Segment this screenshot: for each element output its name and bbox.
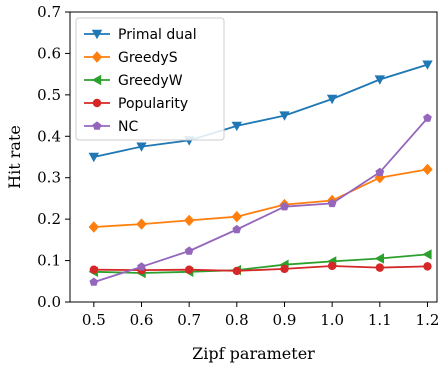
legend-marker-popularity xyxy=(92,98,102,108)
plot-frame xyxy=(69,11,438,303)
y-axis-title: Hit rate xyxy=(5,125,24,189)
x-tick-label: 0.6 xyxy=(130,311,154,329)
data-point-nc xyxy=(232,224,242,234)
data-point-popularity xyxy=(375,263,385,272)
x-tick-label: 1.2 xyxy=(416,311,440,329)
y-tick-label: 0.0 xyxy=(37,293,61,311)
y-tick-label: 0.4 xyxy=(37,127,61,145)
data-point-greedyw xyxy=(374,253,384,264)
legend-label-primal-dual: Primal dual xyxy=(118,27,197,43)
data-point-greedys xyxy=(184,214,195,227)
y-tick-label: 0.7 xyxy=(37,3,61,21)
series-line-primal-dual xyxy=(93,63,428,158)
legend-marker-primal-dual xyxy=(91,29,103,40)
data-point-nc xyxy=(327,198,337,208)
data-point-popularity xyxy=(89,265,99,274)
data-point-primal-dual xyxy=(136,142,147,152)
data-point-nc xyxy=(423,113,432,122)
legend-label-nc: NC xyxy=(118,119,138,135)
data-point-greedys xyxy=(231,210,242,223)
data-point-primal-dual xyxy=(279,111,290,121)
data-point-primal-dual xyxy=(326,94,338,105)
legend-marker-greedys xyxy=(91,51,103,63)
x-tick-label: 1.1 xyxy=(368,311,392,329)
x-tick-label: 0.9 xyxy=(273,311,297,329)
data-point-greedys xyxy=(136,218,147,230)
data-point-popularity xyxy=(184,265,194,274)
legend-marker-nc xyxy=(92,121,102,130)
data-point-nc xyxy=(280,202,289,211)
y-tick-label: 0.5 xyxy=(37,86,61,104)
legend-marker-greedyw xyxy=(91,74,102,86)
series-line-greedyw xyxy=(93,253,428,274)
y-tick-label: 0.6 xyxy=(37,44,61,62)
legend-label-greedyw: GreedyW xyxy=(118,73,183,89)
data-point-nc xyxy=(184,246,194,255)
y-tick-label: 0.2 xyxy=(37,210,61,228)
x-tick-label: 0.8 xyxy=(225,311,249,329)
data-point-primal-dual xyxy=(422,60,433,70)
legend-label-greedys: GreedyS xyxy=(118,50,178,66)
data-point-greedyw xyxy=(422,249,432,260)
legend-box xyxy=(75,17,225,141)
data-point-primal-dual xyxy=(88,152,99,163)
data-point-primal-dual xyxy=(231,121,242,132)
x-tick-label: 1.0 xyxy=(320,311,344,329)
data-point-popularity xyxy=(280,264,289,274)
data-point-popularity xyxy=(423,262,432,271)
data-point-primal-dual xyxy=(374,75,385,85)
y-tick-label: 0.1 xyxy=(37,252,61,270)
data-point-popularity xyxy=(232,266,242,276)
x-axis-title: Zipf parameter xyxy=(192,344,315,363)
data-point-popularity xyxy=(327,261,337,271)
series-line-greedys xyxy=(93,168,428,228)
x-tick-label: 0.5 xyxy=(82,311,106,329)
data-point-nc xyxy=(375,167,385,177)
x-tick-label: 0.7 xyxy=(177,311,201,329)
data-point-greedys xyxy=(422,163,433,176)
data-point-greedys xyxy=(88,221,99,233)
y-tick-label: 0.3 xyxy=(37,169,61,187)
data-point-nc xyxy=(89,277,99,286)
data-point-nc xyxy=(137,262,146,271)
series-line-nc xyxy=(93,117,429,283)
series-line-popularity xyxy=(93,265,428,272)
legend-label-popularity: Popularity xyxy=(118,96,188,112)
